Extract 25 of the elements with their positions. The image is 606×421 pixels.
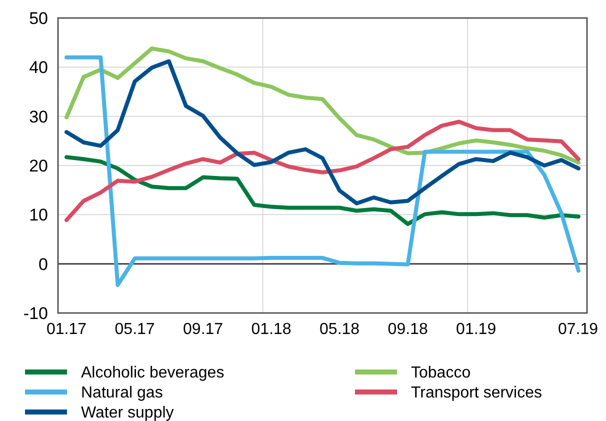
line-series [64, 46, 580, 165]
legend-label: Alcoholic beverages [81, 364, 224, 382]
y-tick-label: 50 [29, 8, 48, 28]
y-tick-label: 30 [29, 107, 48, 126]
line-series [64, 120, 580, 222]
line-series [64, 59, 580, 206]
x-tick-label: 01.17 [46, 321, 87, 338]
x-tick-label: 07.19 [558, 321, 598, 338]
legend-label: Natural gas [81, 384, 163, 402]
y-tick-label: 0 [38, 254, 48, 274]
x-tick-label: 05.18 [320, 321, 360, 338]
x-tick-label: 01.18 [251, 321, 292, 338]
legend-label: Transport services [411, 384, 542, 402]
x-tick-label: 01.19 [456, 321, 496, 338]
legend-label: Water supply [81, 404, 174, 421]
y-tick-label: 10 [29, 206, 48, 225]
y-tick-label: -10 [23, 304, 48, 323]
x-tick-label: 05.17 [114, 321, 155, 338]
legend-label: Tobacco [411, 364, 471, 382]
x-tick-label: 09.18 [388, 321, 428, 338]
line-series [64, 55, 580, 287]
y-tick-label: 20 [29, 156, 48, 176]
y-tick-label: 40 [29, 58, 48, 78]
x-tick-label: 09.17 [183, 321, 224, 338]
line-series [64, 155, 580, 226]
